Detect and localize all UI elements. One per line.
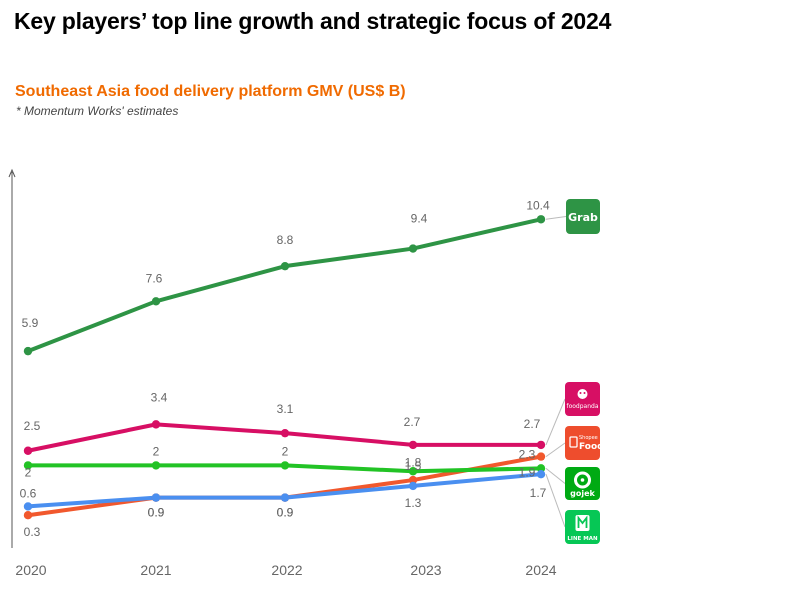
foodpanda-label-2022: 3.1: [277, 402, 294, 416]
foodpanda-label-2020: 2.5: [24, 419, 41, 433]
gojek-label-2023: 1.8: [405, 455, 422, 469]
line-man-logo: LINE MAN: [565, 510, 600, 544]
y-axis-arrow: [8, 168, 16, 178]
foodpanda-logo-text: foodpanda: [566, 403, 598, 410]
grab-point-2024: [536, 215, 546, 224]
grab-label-2022: 8.8: [277, 233, 294, 247]
x-tick-2024: 2024: [525, 562, 556, 578]
grab-label-2024: 10.4: [526, 198, 550, 212]
gojek-point-2024: [536, 464, 546, 473]
grab-point-2023: [408, 244, 418, 253]
foodpanda-point-2021: [151, 420, 161, 429]
foodpanda-point-2024: [536, 440, 546, 450]
gojek-label-2020: 2: [25, 465, 32, 479]
line-man-point-2020: [23, 502, 33, 511]
gojek-logo-text: gojek: [570, 489, 595, 498]
shopee-bag-icon: [569, 436, 578, 448]
gojek-point-2022: [280, 461, 290, 470]
line-man-point-2023: [408, 481, 418, 491]
line-man-logo-connector: [545, 474, 566, 528]
gojek-logo-connector: [545, 467, 566, 484]
foodpanda-point-2022: [280, 428, 290, 438]
foodpanda-logo-connector: [545, 398, 566, 446]
grab-label-2023: 9.4: [411, 212, 428, 226]
grab-point-2020: [23, 346, 33, 356]
grab-logo-connector: [545, 216, 567, 220]
foodpanda-label-2024: 2.7: [524, 417, 541, 431]
line-man-point-2024: [536, 469, 546, 479]
shopeefood-label-2020: 0.3: [24, 525, 41, 539]
gojek-label-2021: 2: [153, 444, 160, 458]
shopee-logo-text: Food: [579, 442, 604, 452]
x-tick-2020: 2020: [15, 562, 46, 578]
chart-note: * Momentum Works' estimates: [16, 104, 179, 118]
gojek-dot-icon: [580, 478, 585, 482]
gojek-logo: gojek: [565, 467, 600, 500]
gojek-label-2024: 1.9: [519, 465, 536, 479]
line-man-point-2021: [151, 493, 161, 502]
grab-label-2020: 5.9: [22, 316, 39, 330]
x-tick-2022: 2022: [271, 562, 302, 578]
foodpanda-label-2021: 3.4: [151, 390, 168, 404]
x-tick-2023: 2023: [410, 562, 441, 578]
line-man-label-2021: 0.9: [148, 506, 165, 520]
grab-point-2022: [280, 261, 290, 271]
lineman-logo-text: LINE MAN: [567, 536, 598, 542]
panda-eye-icon: [579, 392, 582, 394]
gojek-point-2023: [408, 467, 418, 476]
grab-logo-text: Grab: [568, 211, 598, 224]
shopeefood-point-2024: [536, 452, 546, 461]
foodpanda-logo: foodpanda: [565, 382, 600, 416]
gojek-point-2020: [23, 461, 33, 470]
grab-logo-badge: [566, 199, 600, 234]
line-man-label-2022: 0.9: [277, 506, 294, 520]
shopeefood-label-2022: 0.9: [277, 506, 294, 520]
gojek-label-2022: 2: [282, 444, 289, 458]
grab-logo: Grab: [566, 199, 600, 234]
gojek-ring-icon: [574, 471, 591, 489]
panda-eye-icon: [583, 392, 586, 394]
line-man-point-2022: [280, 493, 290, 502]
foodpanda-point-2020: [23, 446, 33, 455]
grab-point-2021: [151, 297, 161, 306]
foodpanda-label-2023: 2.7: [404, 415, 421, 429]
line-man-label-2023: 1.3: [405, 496, 422, 510]
shopeefood-logo-connector: [545, 442, 566, 458]
x-tick-2021: 2021: [140, 562, 171, 578]
shopeefood-label-2023: 1.5: [405, 459, 422, 473]
shopeefood-point-2023: [408, 475, 418, 485]
gojek-point-2021: [151, 461, 161, 470]
chart-title: Southeast Asia food delivery platform GM…: [15, 83, 406, 100]
shopeefood-logo-badge: [565, 426, 600, 460]
lineman-m-icon: [577, 515, 588, 528]
line-man-label-2024: 1.7: [530, 486, 547, 500]
gojek-logo-badge: [565, 467, 600, 500]
shopeefood-label-2021: 0.9: [148, 506, 165, 520]
page-title: Key players’ top line growth and strateg…: [14, 8, 612, 34]
panda-icon: [577, 389, 588, 399]
foodpanda-point-2023: [408, 440, 418, 450]
grab-label-2021: 7.6: [146, 271, 163, 285]
shopeefood-label-2024: 2.3: [519, 448, 536, 462]
shopeefood-point-2020: [23, 511, 33, 520]
line-man-label-2020: 0.6: [20, 486, 37, 500]
shopee-logo-subtext: Shopee: [579, 435, 598, 441]
